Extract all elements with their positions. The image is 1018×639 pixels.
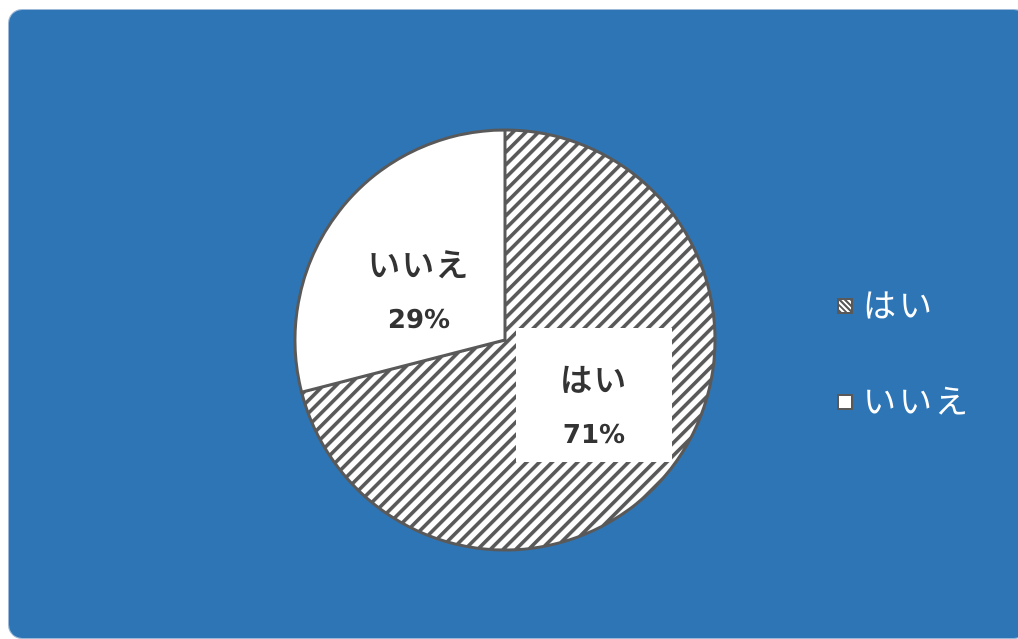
data-label-0: はい 71% xyxy=(516,328,672,462)
legend-swatch-hatched-icon xyxy=(837,298,853,314)
legend-item-no: いいえ xyxy=(837,378,971,426)
data-label-1: いいえ 29% xyxy=(368,246,470,335)
data-label-percent: 29% xyxy=(388,305,450,335)
data-label-percent: 71% xyxy=(563,420,625,450)
legend-label: いいえ xyxy=(863,382,971,421)
data-label-background xyxy=(516,328,672,462)
pie-slice-1 xyxy=(293,128,507,395)
legend-item-yes: はい xyxy=(837,282,971,330)
data-label-category: いいえ xyxy=(368,246,470,284)
legend-label: はい xyxy=(863,286,935,325)
pie-chart: はい 71% いいえ 29% xyxy=(9,10,1018,638)
data-label-category: はい xyxy=(560,361,628,399)
legend-swatch-white-icon xyxy=(837,394,853,410)
chart-panel: はい 71% いいえ 29% はい いいえ xyxy=(8,9,1018,639)
legend: はい いいえ xyxy=(837,282,971,426)
